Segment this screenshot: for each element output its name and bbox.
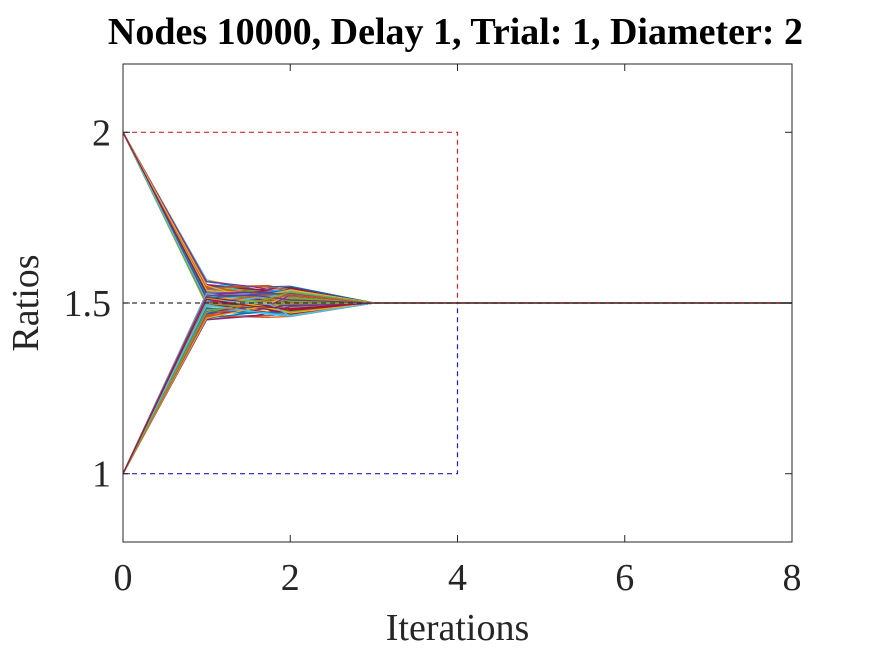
reference-lines-layer	[123, 131, 792, 475]
chart-title: Nodes 10000, Delay 1, Trial: 1, Diameter…	[107, 11, 804, 53]
x-tick-label: 2	[281, 557, 300, 599]
x-tick-label: 8	[783, 557, 802, 599]
axis-ticks-layer: 0 2 4 6 8 1 1.5 2	[64, 64, 802, 599]
x-tick-label: 4	[448, 557, 467, 599]
lower-bound-reference-line	[123, 303, 459, 475]
upper-bound-reference-line	[123, 131, 459, 303]
x-tick-label: 6	[615, 557, 634, 599]
x-axis-label: Iterations	[386, 607, 530, 649]
y-axis-label: Ratios	[5, 254, 47, 351]
x-tick-label: 0	[114, 557, 133, 599]
y-tick-label: 1.5	[64, 283, 112, 325]
y-tick-label: 1	[92, 454, 111, 496]
y-tick-label: 2	[92, 112, 111, 154]
